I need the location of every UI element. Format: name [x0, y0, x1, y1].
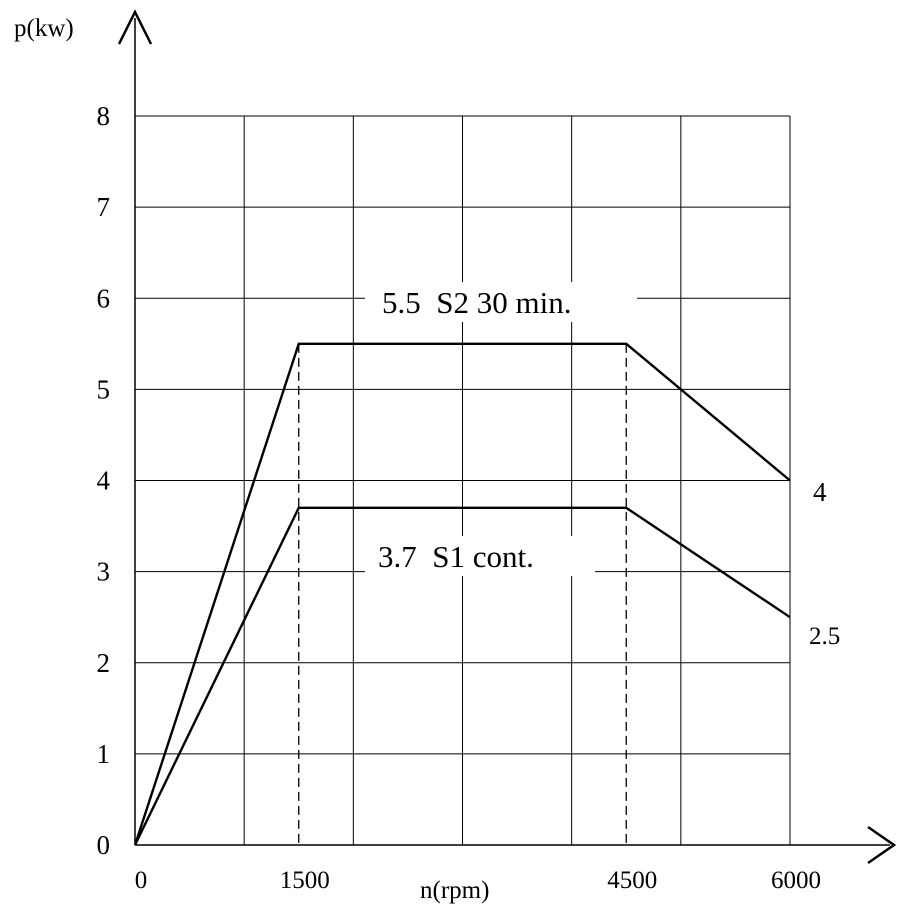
x-tick-label: 0	[135, 867, 148, 894]
series-line-s2	[133, 342, 791, 846]
s1-series-label: 3.7 S1 cont.	[378, 539, 534, 574]
y-tick-label: 6	[97, 283, 111, 313]
series-lines	[133, 342, 791, 846]
y-tick-label: 7	[97, 192, 111, 222]
y-axis-arrowhead	[117, 9, 153, 45]
y-tick-label: 0	[97, 830, 111, 860]
y-axis-title: p(kw)	[14, 15, 74, 42]
s2-label-background	[365, 282, 637, 322]
s2-series-label: 5.5 S2 30 min.	[382, 285, 571, 320]
series-line-s1	[133, 506, 791, 846]
y-tick-label: 3	[97, 557, 111, 587]
x-tick-label: 4500	[607, 867, 657, 894]
x-axis-arrowhead	[867, 825, 897, 865]
s1-label-background	[365, 536, 595, 576]
y-tick-label: 8	[97, 101, 111, 131]
y-tick-label: 2	[97, 648, 111, 678]
y-tick-label: 5	[97, 374, 111, 404]
x-tick-label: 6000	[771, 867, 821, 894]
x-tick-label: 1500	[280, 867, 330, 894]
y-tick-label: 1	[97, 739, 111, 769]
y-tick-label: 4	[97, 466, 111, 496]
tick-labels: 0 1 2 3 4 5 6 7 8 0 1500 4500 6000	[97, 101, 822, 894]
s2-end-value-label: 4	[813, 477, 827, 507]
x-axis-title: n(rpm)	[420, 877, 489, 904]
s1-end-value-label: 2.5	[809, 623, 840, 650]
grid	[135, 115, 791, 845]
axes	[117, 9, 897, 865]
